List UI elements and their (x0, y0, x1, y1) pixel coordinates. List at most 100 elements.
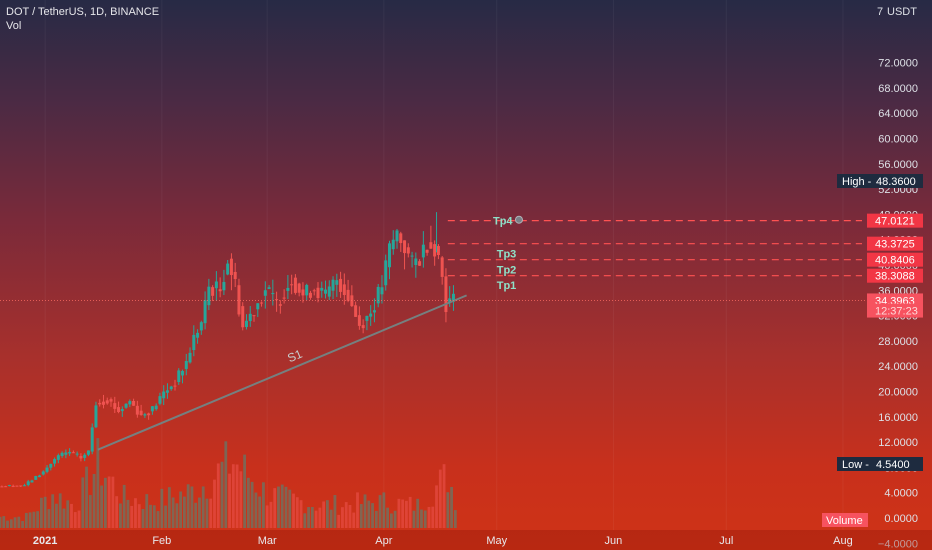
candle (275, 291, 279, 312)
volume-bars (0, 438, 457, 528)
candle (83, 453, 87, 462)
candle (214, 271, 218, 301)
candle-body (278, 304, 282, 306)
candle-body (241, 306, 245, 328)
candle (403, 240, 407, 270)
candle-body (109, 399, 113, 402)
volume-bar (186, 484, 190, 528)
candle (421, 231, 425, 268)
candle-body (399, 233, 403, 244)
candle (211, 285, 215, 302)
volume-bar (374, 510, 378, 528)
price-tick-label: 68.0000 (878, 83, 918, 95)
candle (222, 269, 226, 296)
volume-bar (216, 463, 220, 528)
candle-body (256, 303, 260, 310)
volume-bar (299, 500, 303, 528)
candle-body (444, 276, 448, 313)
time-tick-label: 2021 (33, 535, 57, 547)
candle (308, 290, 312, 300)
candle (229, 253, 233, 291)
volume-bar (32, 511, 36, 528)
candle (60, 451, 64, 458)
candle-body (339, 278, 343, 292)
candle-body (49, 463, 53, 468)
candle (192, 325, 196, 357)
volume-bar (423, 510, 427, 528)
volume-bar (246, 477, 250, 528)
candle (301, 282, 305, 303)
volume-bar (220, 461, 224, 528)
price-tick-label: 12.0000 (878, 437, 918, 449)
volume-bar (333, 495, 337, 528)
candle-body (143, 414, 147, 416)
candle-body (346, 289, 350, 301)
candle (316, 282, 320, 303)
candle (372, 298, 376, 323)
countdown-label: 12:37:23 (867, 303, 923, 318)
candle (49, 463, 53, 471)
level-axis-label-bg (867, 236, 923, 251)
volume-bar (152, 505, 156, 528)
candle (335, 273, 339, 297)
volume-bar (446, 492, 450, 528)
volume-bar (408, 496, 412, 528)
trend-line-label: S1 (285, 346, 304, 365)
candle (282, 289, 286, 304)
candle-body (312, 290, 316, 292)
volume-bar (363, 494, 367, 528)
volume-bar (149, 504, 152, 528)
candle-body (293, 277, 297, 293)
low-label-bg (837, 457, 923, 471)
volume-bar (209, 498, 213, 528)
candle-body (406, 247, 410, 254)
candle-body (414, 258, 418, 265)
price-tick-label: 72.0000 (878, 58, 918, 70)
volume-bar (77, 510, 81, 528)
volume-bar (431, 506, 435, 528)
volume-bar (137, 504, 141, 528)
candle (162, 385, 166, 406)
candle (124, 403, 128, 409)
candle-body (267, 287, 271, 290)
volume-bar (198, 497, 201, 528)
candle-body (376, 286, 380, 304)
candle (26, 479, 30, 487)
volume-bar (303, 513, 307, 528)
volume-bar (438, 469, 442, 528)
candle-body (372, 310, 376, 313)
candle (86, 450, 90, 457)
candle (147, 412, 151, 420)
candle (71, 450, 75, 454)
candle-body (263, 290, 267, 296)
volume-axis-label: Volume (822, 513, 868, 527)
candle (357, 306, 361, 330)
candle-body (421, 244, 425, 258)
volume-bar (58, 493, 62, 528)
candle-body (222, 282, 226, 291)
chart-header: DOT / TetherUS, 1D, BINANCE Vol (6, 5, 159, 33)
candle (414, 252, 418, 278)
level-axis-label: 38.3088 (867, 268, 923, 283)
candle-body (410, 255, 414, 257)
annotation-marker (514, 215, 523, 224)
volume-bar (295, 497, 299, 528)
candle-body (369, 313, 373, 317)
candle (237, 278, 241, 317)
volume-bar (134, 498, 137, 528)
candle-body (433, 244, 437, 257)
candle (244, 314, 248, 330)
volume-bar (356, 492, 359, 528)
candle (418, 259, 422, 266)
volume-bar (88, 495, 92, 528)
candle-body (53, 459, 57, 464)
candle (271, 279, 275, 306)
candle (290, 274, 294, 295)
volume-bar (224, 441, 228, 528)
candle-body (34, 475, 38, 480)
high-label-value: 48.3600 (876, 176, 916, 188)
candle (263, 281, 267, 309)
volume-indicator-label: Vol (6, 20, 22, 32)
